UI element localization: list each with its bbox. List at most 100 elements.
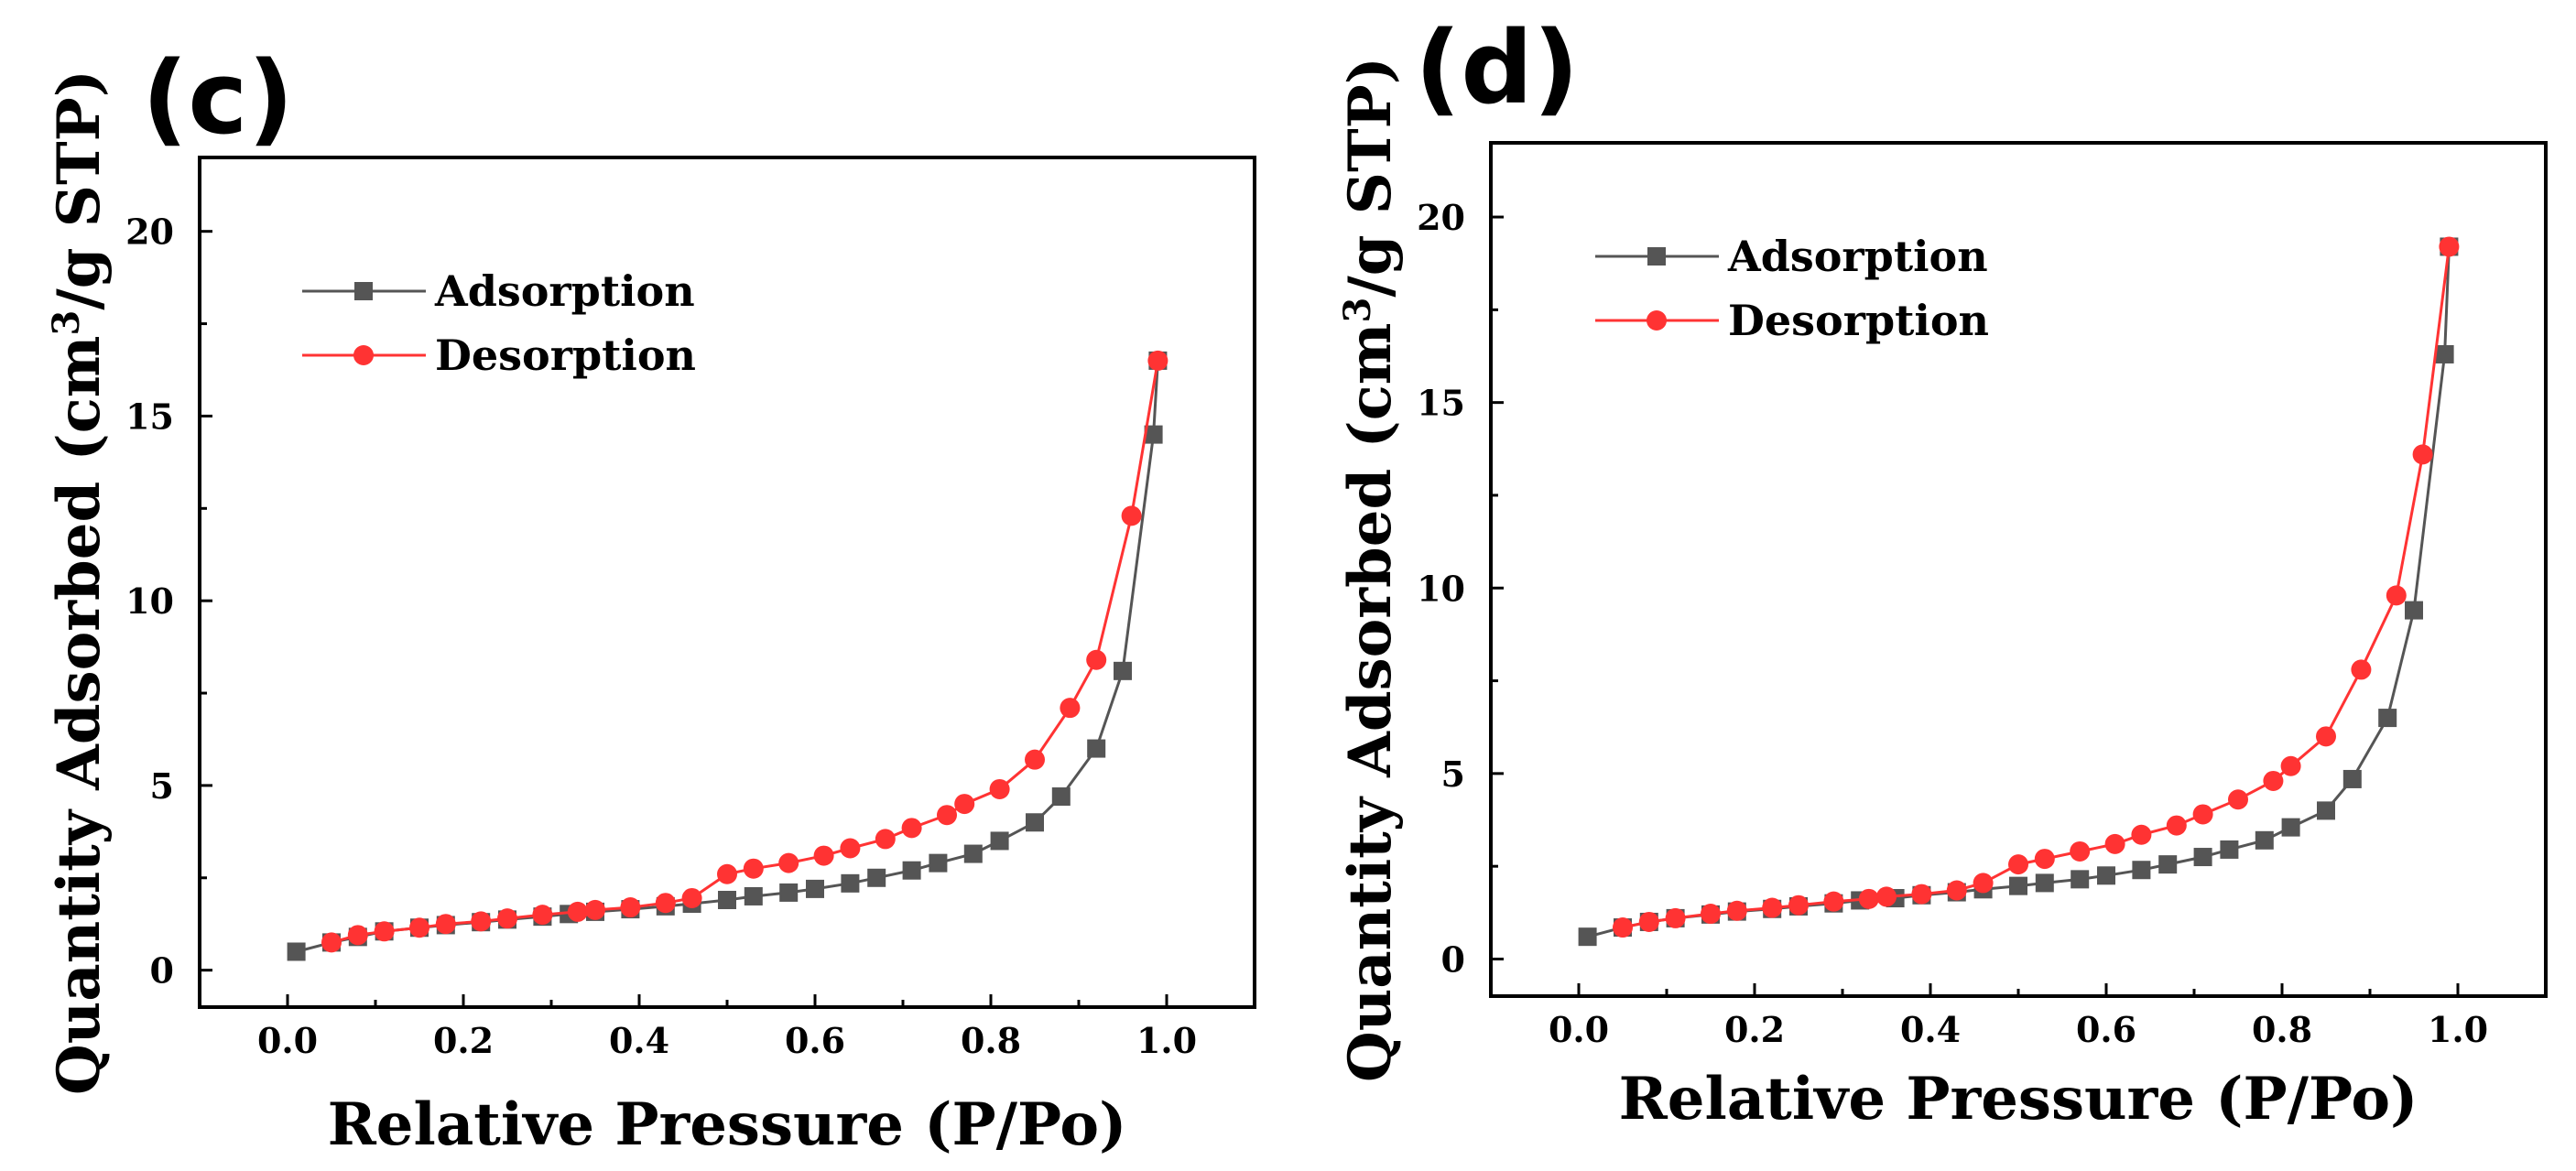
adsorption-point [2132,861,2151,880]
y-tick-label: 20 [1417,197,1465,238]
desorption-point [2070,840,2091,862]
x-tick-label: 0.8 [2252,1009,2312,1050]
adsorption-point [929,853,948,873]
desorption-point [743,858,764,879]
y-tick-label: 10 [125,580,174,622]
adsorption-line [1587,246,2451,938]
y-axis-title-end: /g STP) [45,70,114,310]
desorption-point [532,905,553,926]
desorption-point [717,863,737,884]
legend-label-adsorption: Adsorption [1727,232,1988,281]
legend-marker-adsorption [354,282,373,300]
adsorption-point [2220,840,2239,859]
panel-label: (c) [142,39,294,157]
adsorption-point [2158,855,2178,874]
adsorption-point [806,879,824,898]
y-axis-title-sup: 3 [1336,298,1379,323]
desorption-point [409,917,429,938]
desorption-point [2316,726,2336,747]
desorption-point [1147,350,1168,371]
x-tick-label: 0.6 [785,1020,845,1061]
adsorption-point [990,831,1009,851]
adsorption-point [2097,866,2115,885]
desorption-point [2131,824,2152,845]
desorption-point [937,805,957,826]
legend-label-desorption: Desorption [1728,296,1989,345]
y-axis-title-sup: 3 [45,310,88,336]
legend-marker-desorption [1647,310,1667,331]
y-tick-label: 15 [1417,383,1465,424]
adsorption-point [1051,787,1071,807]
desorption-line [331,360,1159,944]
legend-label-adsorption: Adsorption [434,266,695,316]
desorption-point [1911,884,1932,905]
series-adsorption [1578,237,2459,947]
x-tick-label: 0.6 [2076,1009,2136,1050]
y-tick-label: 10 [1417,568,1465,609]
series-desorption [1613,236,2460,938]
desorption-point [567,901,588,922]
desorption-point [1121,505,1142,526]
x-tick-label: 1.0 [1136,1020,1197,1061]
desorption-point [1025,749,1045,770]
y-axis-title: Quantity Adsorbed (cm3/g STP) [45,70,114,1095]
desorption-point [2166,815,2187,836]
legend-label-desorption: Desorption [435,331,696,380]
y-tick-label: 5 [1441,754,1465,795]
adsorption-point [744,886,763,905]
chart-panel-d: (d) 0.0 0.2 0.4 0.6 0.8 1.0 0 5 10 15 20 Relative Pr… [1336,9,2548,1133]
desorption-point [954,794,975,815]
desorption-point [497,908,517,929]
desorption-point [875,829,896,850]
adsorption-point [1578,927,1597,947]
desorption-point [2386,585,2407,606]
adsorption-point [2342,769,2362,788]
adsorption-point [841,873,860,893]
series-desorption [321,350,1168,953]
adsorption-point [779,883,799,902]
legend-marker-adsorption [1647,247,1666,266]
chart-panel-c: (c) 0.0 0.2 0.4 0.6 0.8 1.0 0 5 10 15 20 Relative Pr… [45,39,1256,1159]
adsorption-point [867,868,886,887]
x-tick-label: 0.0 [1549,1009,1609,1050]
adsorption-point [2378,709,2397,728]
desorption-point [435,914,456,935]
y-tick-label: 15 [125,396,174,437]
legend: Adsorption Desorption [1595,232,1989,345]
desorption-point [1613,917,1633,938]
desorption-point [2104,833,2125,854]
y-axis-title-main: Quantity Adsorbed (cm [1336,323,1405,1083]
y-tick-label: 0 [1441,938,1465,980]
desorption-point [1726,900,1747,921]
x-tick-label: 0.2 [433,1020,494,1061]
adsorption-point [2009,876,2027,895]
x-tick-label: 0.0 [257,1020,318,1061]
y-axis-title: Quantity Adsorbed (cm3/g STP) [1336,57,1405,1082]
desorption-point [2034,849,2055,870]
desorption-point [2280,755,2301,776]
y-axis-title-end: /g STP) [1336,57,1405,298]
desorption-point [2351,659,2372,680]
adsorption-point [287,942,306,961]
x-axis-title: Relative Pressure (P/Po) [1619,1065,2418,1133]
desorption-point [2192,804,2213,825]
adsorption-point [2405,601,2423,620]
desorption-point [1762,897,1783,918]
adsorption-point [1087,739,1106,758]
desorption-point [1973,873,1994,894]
desorption-point [585,899,605,920]
desorption-point [813,845,834,866]
adsorption-point [1144,425,1163,444]
desorption-point [1858,888,1879,909]
desorption-point [374,921,395,942]
adsorption-line [296,360,1159,953]
adsorption-point [2281,818,2300,837]
desorption-point [471,911,492,932]
desorption-point [2008,854,2028,875]
desorption-point [2439,236,2460,257]
desorption-point [321,932,342,953]
x-tick-label: 0.4 [1900,1009,1961,1050]
desorption-point [1946,880,1967,901]
adsorption-point [1114,661,1132,680]
